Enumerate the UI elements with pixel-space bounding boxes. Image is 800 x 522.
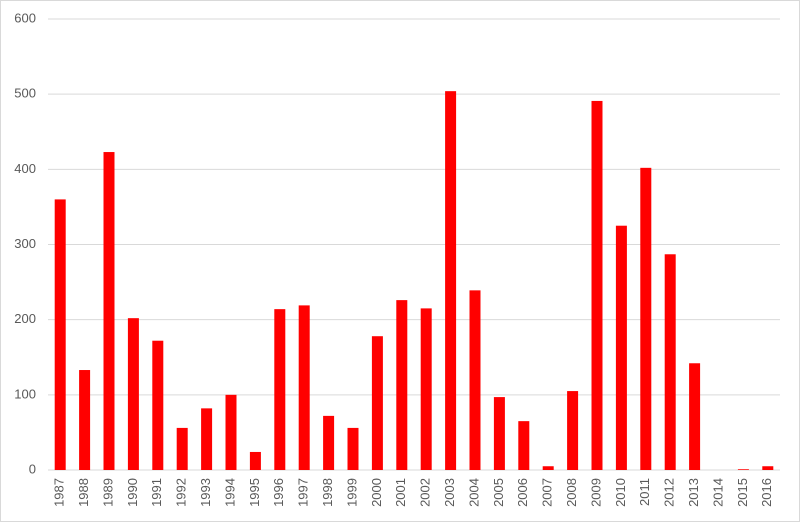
bar <box>689 363 701 470</box>
x-tick-label: 2003 <box>442 478 457 507</box>
x-tick-label: 2001 <box>393 478 408 507</box>
x-tick-label: 1991 <box>149 478 164 507</box>
x-tick-label: 1994 <box>222 478 237 507</box>
bar <box>79 370 91 470</box>
x-tick-label: 2005 <box>491 478 506 507</box>
bar <box>103 152 115 471</box>
bar <box>298 305 310 470</box>
y-tick-label: 600 <box>14 10 36 25</box>
x-tick-label: 2013 <box>686 478 701 507</box>
x-tick-label: 2011 <box>637 478 652 506</box>
y-tick-label: 500 <box>14 86 36 101</box>
bar <box>54 199 66 470</box>
y-tick-label: 200 <box>14 311 36 326</box>
y-tick-label: 0 <box>29 461 36 476</box>
x-tick-label: 1996 <box>271 478 286 507</box>
bar <box>152 340 164 470</box>
x-tick-label: 1988 <box>76 478 91 507</box>
x-tick-label: 1999 <box>344 478 359 507</box>
bar <box>201 408 213 470</box>
x-tick-label: 2007 <box>540 478 555 507</box>
bar <box>615 225 627 470</box>
x-tick-label: 2016 <box>759 478 774 507</box>
bar <box>445 91 457 470</box>
bar <box>371 336 383 470</box>
bar <box>469 290 481 470</box>
x-tick-label: 1998 <box>320 478 335 507</box>
x-tick-label: 1987 <box>52 478 67 507</box>
x-tick-label: 2008 <box>564 478 579 507</box>
bar <box>274 309 286 470</box>
bar <box>640 167 652 470</box>
x-tick-label: 1990 <box>125 478 140 507</box>
x-tick-label: 2002 <box>418 478 433 507</box>
bar <box>542 466 554 470</box>
x-tick-label: 2006 <box>515 478 530 507</box>
y-tick-label: 100 <box>14 386 36 401</box>
bar <box>347 427 359 470</box>
bar <box>493 397 505 470</box>
bar <box>249 451 261 470</box>
y-tick-label: 400 <box>14 161 36 176</box>
x-tick-label: 2009 <box>588 478 603 507</box>
bar <box>664 254 676 470</box>
bar <box>762 466 774 470</box>
bar <box>396 300 408 470</box>
bar <box>737 469 749 470</box>
x-tick-label: 1995 <box>247 478 262 507</box>
bar <box>591 100 603 470</box>
bar <box>127 318 139 470</box>
y-tick-label: 300 <box>14 236 36 251</box>
x-tick-label: 2012 <box>662 478 677 507</box>
bar <box>176 427 188 470</box>
x-tick-label: 1997 <box>296 478 311 507</box>
x-tick-label: 1993 <box>198 478 213 507</box>
x-tick-label: 1989 <box>100 478 115 507</box>
bar <box>518 421 530 470</box>
x-tick-label: 2015 <box>735 478 750 507</box>
bar <box>225 394 237 470</box>
x-tick-label: 2004 <box>466 478 481 507</box>
x-tick-label: 2000 <box>369 478 384 507</box>
x-tick-label: 2014 <box>710 478 725 507</box>
bar <box>323 415 335 470</box>
bar <box>567 391 579 470</box>
bar <box>420 308 432 470</box>
x-tick-label: 1992 <box>174 478 189 507</box>
x-tick-label: 2010 <box>613 478 628 507</box>
